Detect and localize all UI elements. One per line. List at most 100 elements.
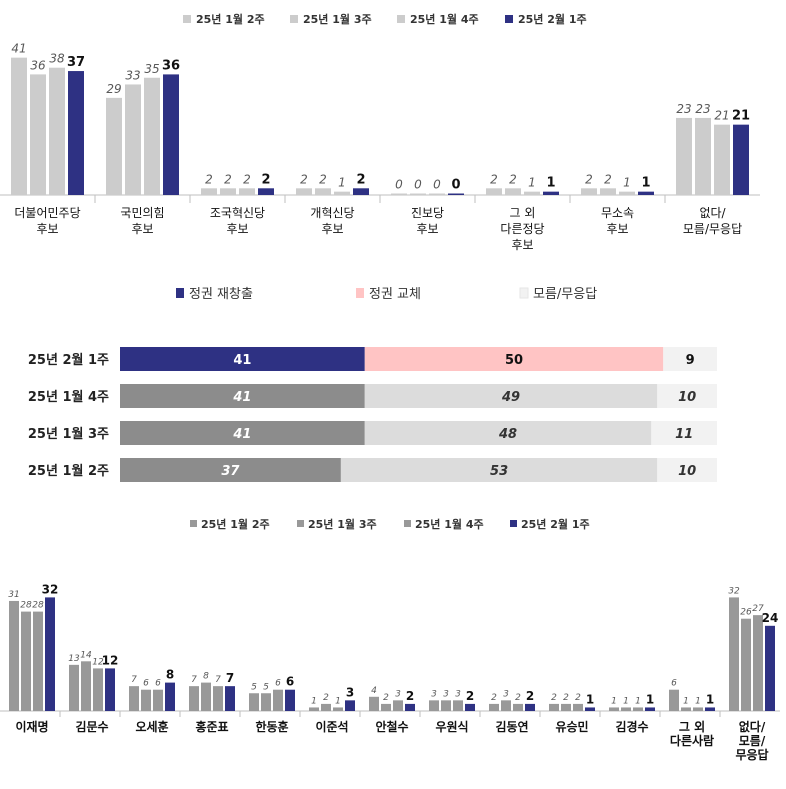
- category-label: 모름/: [739, 733, 766, 748]
- legend-label-0: 정권 재창출: [189, 287, 253, 302]
- bar: [239, 188, 255, 195]
- data-label: 2: [526, 689, 534, 703]
- data-label: 0: [414, 178, 422, 192]
- legend-label-2: 25년 1월 4주: [410, 12, 479, 26]
- bar: [621, 707, 631, 711]
- category-label: 다른정당: [500, 222, 544, 236]
- category-label: 후보: [321, 222, 343, 236]
- segment-label: 11: [675, 427, 693, 442]
- bar: [201, 188, 217, 195]
- bar: [489, 703, 499, 711]
- bar: [638, 191, 654, 195]
- data-label: 41: [11, 42, 26, 56]
- data-label: 2: [575, 693, 581, 703]
- bar: [309, 707, 319, 711]
- bar: [549, 703, 559, 711]
- bar: [93, 668, 103, 711]
- data-label: 3: [503, 689, 509, 699]
- bar: [315, 188, 331, 195]
- bar: [225, 686, 235, 711]
- legend-label-2: 모름/무응답: [533, 287, 597, 302]
- bar: [609, 707, 619, 711]
- data-label: 32: [42, 582, 59, 596]
- bar: [201, 682, 211, 711]
- data-label: 0: [433, 178, 441, 192]
- segment-label: 10: [678, 390, 696, 405]
- data-label: 2: [551, 693, 557, 703]
- bar: [129, 686, 139, 711]
- data-label: 8: [166, 668, 174, 682]
- data-label: 4: [371, 686, 377, 696]
- data-label: 2: [604, 172, 612, 186]
- row-label: 25년 1월 3주: [28, 426, 109, 442]
- data-label: 12: [92, 657, 104, 667]
- bar: [333, 707, 343, 711]
- data-label: 1: [546, 176, 555, 191]
- data-label: 8: [203, 672, 209, 682]
- data-label: 7: [191, 675, 197, 685]
- data-label: 31: [8, 590, 19, 600]
- category-label: 없다/: [699, 206, 726, 220]
- bar: [733, 124, 749, 195]
- bar: [391, 193, 407, 195]
- legend-swatch-1: [297, 520, 304, 527]
- legend-label-0: 25년 1월 2주: [201, 517, 270, 531]
- category-label: 국민의힘: [120, 206, 164, 220]
- category-label: 조국혁신당: [210, 206, 265, 220]
- data-label: 28: [20, 601, 32, 611]
- category-label: 김경수: [615, 719, 648, 734]
- category-label: 더불어민주당: [14, 206, 80, 220]
- bar: [429, 193, 445, 195]
- bar: [220, 188, 236, 195]
- bar: [524, 191, 540, 195]
- data-label: 2: [466, 689, 474, 703]
- category-label: 이재명: [15, 719, 48, 734]
- segment-label: 10: [678, 464, 696, 479]
- bar: [106, 97, 122, 195]
- bar: [261, 693, 271, 711]
- bar: [645, 707, 655, 711]
- bar: [669, 689, 679, 711]
- segment-label: 50: [505, 353, 523, 368]
- data-label: 1: [646, 692, 654, 706]
- bar: [585, 707, 595, 711]
- legend-label-0: 25년 1월 2주: [196, 12, 265, 26]
- category-label: 김동연: [495, 719, 528, 734]
- bar: [68, 71, 84, 195]
- data-label: 2: [205, 172, 213, 186]
- bar: [393, 700, 403, 711]
- data-label: 5: [251, 682, 257, 692]
- bar: [353, 188, 369, 195]
- category-label: 한동훈: [255, 719, 288, 734]
- row-label: 25년 2월 1주: [28, 352, 109, 368]
- bar: [765, 625, 775, 711]
- legend-label-2: 25년 1월 4주: [415, 517, 484, 531]
- data-label: 26: [740, 608, 752, 618]
- legend-swatch-2: [404, 520, 411, 527]
- category-label: 안철수: [375, 719, 408, 734]
- row-label: 25년 1월 2주: [28, 463, 109, 479]
- bar: [105, 668, 115, 711]
- data-label: 27: [752, 604, 764, 614]
- bar: [9, 600, 19, 711]
- data-label: 5: [263, 682, 269, 692]
- segment: [651, 421, 717, 445]
- bar: [165, 682, 175, 711]
- data-label: 3: [431, 689, 437, 699]
- category-label: 우원식: [435, 719, 468, 734]
- legend-swatch-0: [190, 520, 197, 527]
- bar: [163, 74, 179, 195]
- category-label: 무소속: [601, 206, 634, 220]
- category-label: 무응답: [735, 747, 768, 762]
- category-label: 진보당: [411, 206, 444, 220]
- bar: [141, 689, 151, 711]
- bar: [69, 664, 79, 711]
- data-label: 7: [226, 671, 234, 685]
- data-label: 2: [224, 172, 232, 186]
- data-label: 33: [125, 68, 140, 82]
- legend-swatch-3: [505, 15, 513, 23]
- bar: [429, 700, 439, 711]
- data-label: 7: [215, 675, 221, 685]
- data-label: 2: [406, 689, 414, 703]
